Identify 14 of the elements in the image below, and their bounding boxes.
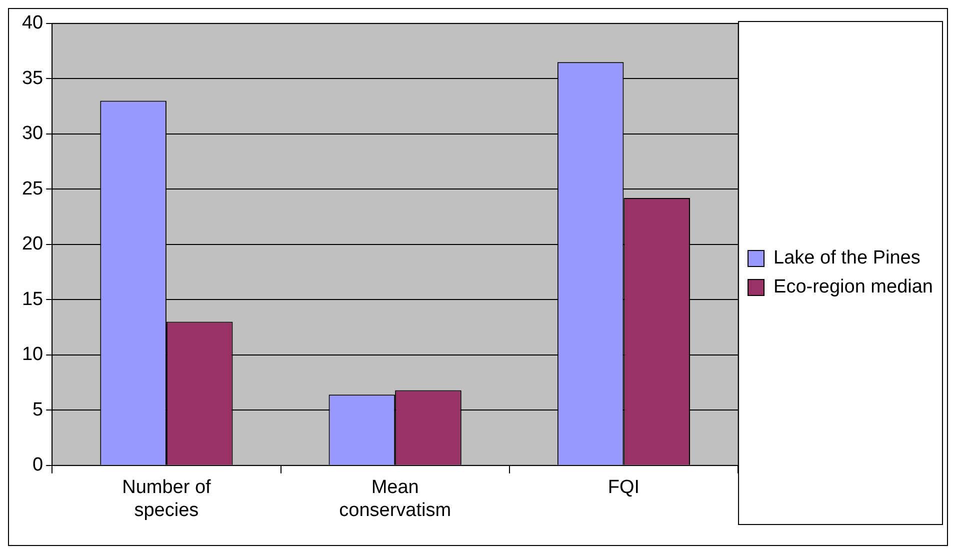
y-tick-label: 20 bbox=[22, 234, 44, 255]
x-tick-label: FQI bbox=[608, 477, 640, 498]
legend-label: Lake of the Pines bbox=[774, 248, 920, 269]
y-tick-label: 30 bbox=[22, 123, 44, 144]
legend-label: Eco-region median bbox=[774, 276, 934, 298]
y-tick-label: 5 bbox=[32, 399, 44, 420]
x-tick-label: Number of species bbox=[122, 477, 212, 521]
y-tick-label: 10 bbox=[22, 344, 44, 366]
y-tick-label: 25 bbox=[22, 178, 44, 200]
y-tick-label: 0 bbox=[32, 454, 44, 476]
x-tick-label: Mean conservatism bbox=[339, 477, 452, 521]
y-tick-label: 35 bbox=[22, 68, 44, 89]
y-tick-label: 15 bbox=[22, 288, 44, 310]
y-tick-label: 40 bbox=[22, 12, 44, 34]
